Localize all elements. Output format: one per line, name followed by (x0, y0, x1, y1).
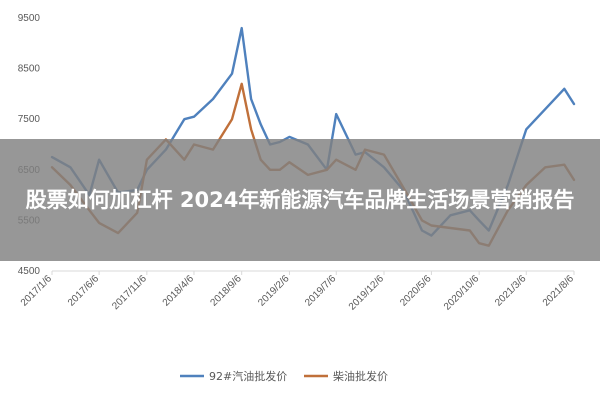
x-tick-label: 2019/7/6 (303, 273, 339, 309)
x-tick-label: 2017/6/6 (66, 273, 102, 309)
x-tick-label: 2017/1/6 (19, 273, 55, 309)
headline-overlay: 股票如何加杠杆 2024年新能源汽车品牌生活场景营销报告 (0, 139, 600, 261)
x-tick-label: 2021/8/6 (541, 273, 577, 309)
x-tick-label: 2019/2/6 (256, 273, 292, 309)
x-tick-label: 2021/3/6 (493, 273, 529, 309)
x-tick-label: 2019/12/6 (347, 273, 387, 313)
x-tick-label: 2020/10/6 (442, 273, 482, 313)
x-tick-label: 2020/5/6 (398, 273, 434, 309)
legend-label-diesel: 柴油批发价 (333, 369, 388, 383)
headline-text: 股票如何加杠杆 2024年新能源汽车品牌生活场景营销报告 (25, 188, 575, 212)
legend-label-gasoline: 92#汽油批发价 (209, 369, 287, 383)
x-tick-label: 2018/9/6 (209, 273, 245, 309)
y-tick-label: 4500 (18, 266, 41, 277)
y-tick-label: 8500 (18, 64, 41, 75)
y-tick-label: 7500 (18, 114, 41, 125)
y-tick-label: 9500 (18, 13, 41, 24)
x-tick-label: 2017/11/6 (110, 273, 149, 312)
x-tick-label: 2018/4/6 (161, 273, 197, 309)
